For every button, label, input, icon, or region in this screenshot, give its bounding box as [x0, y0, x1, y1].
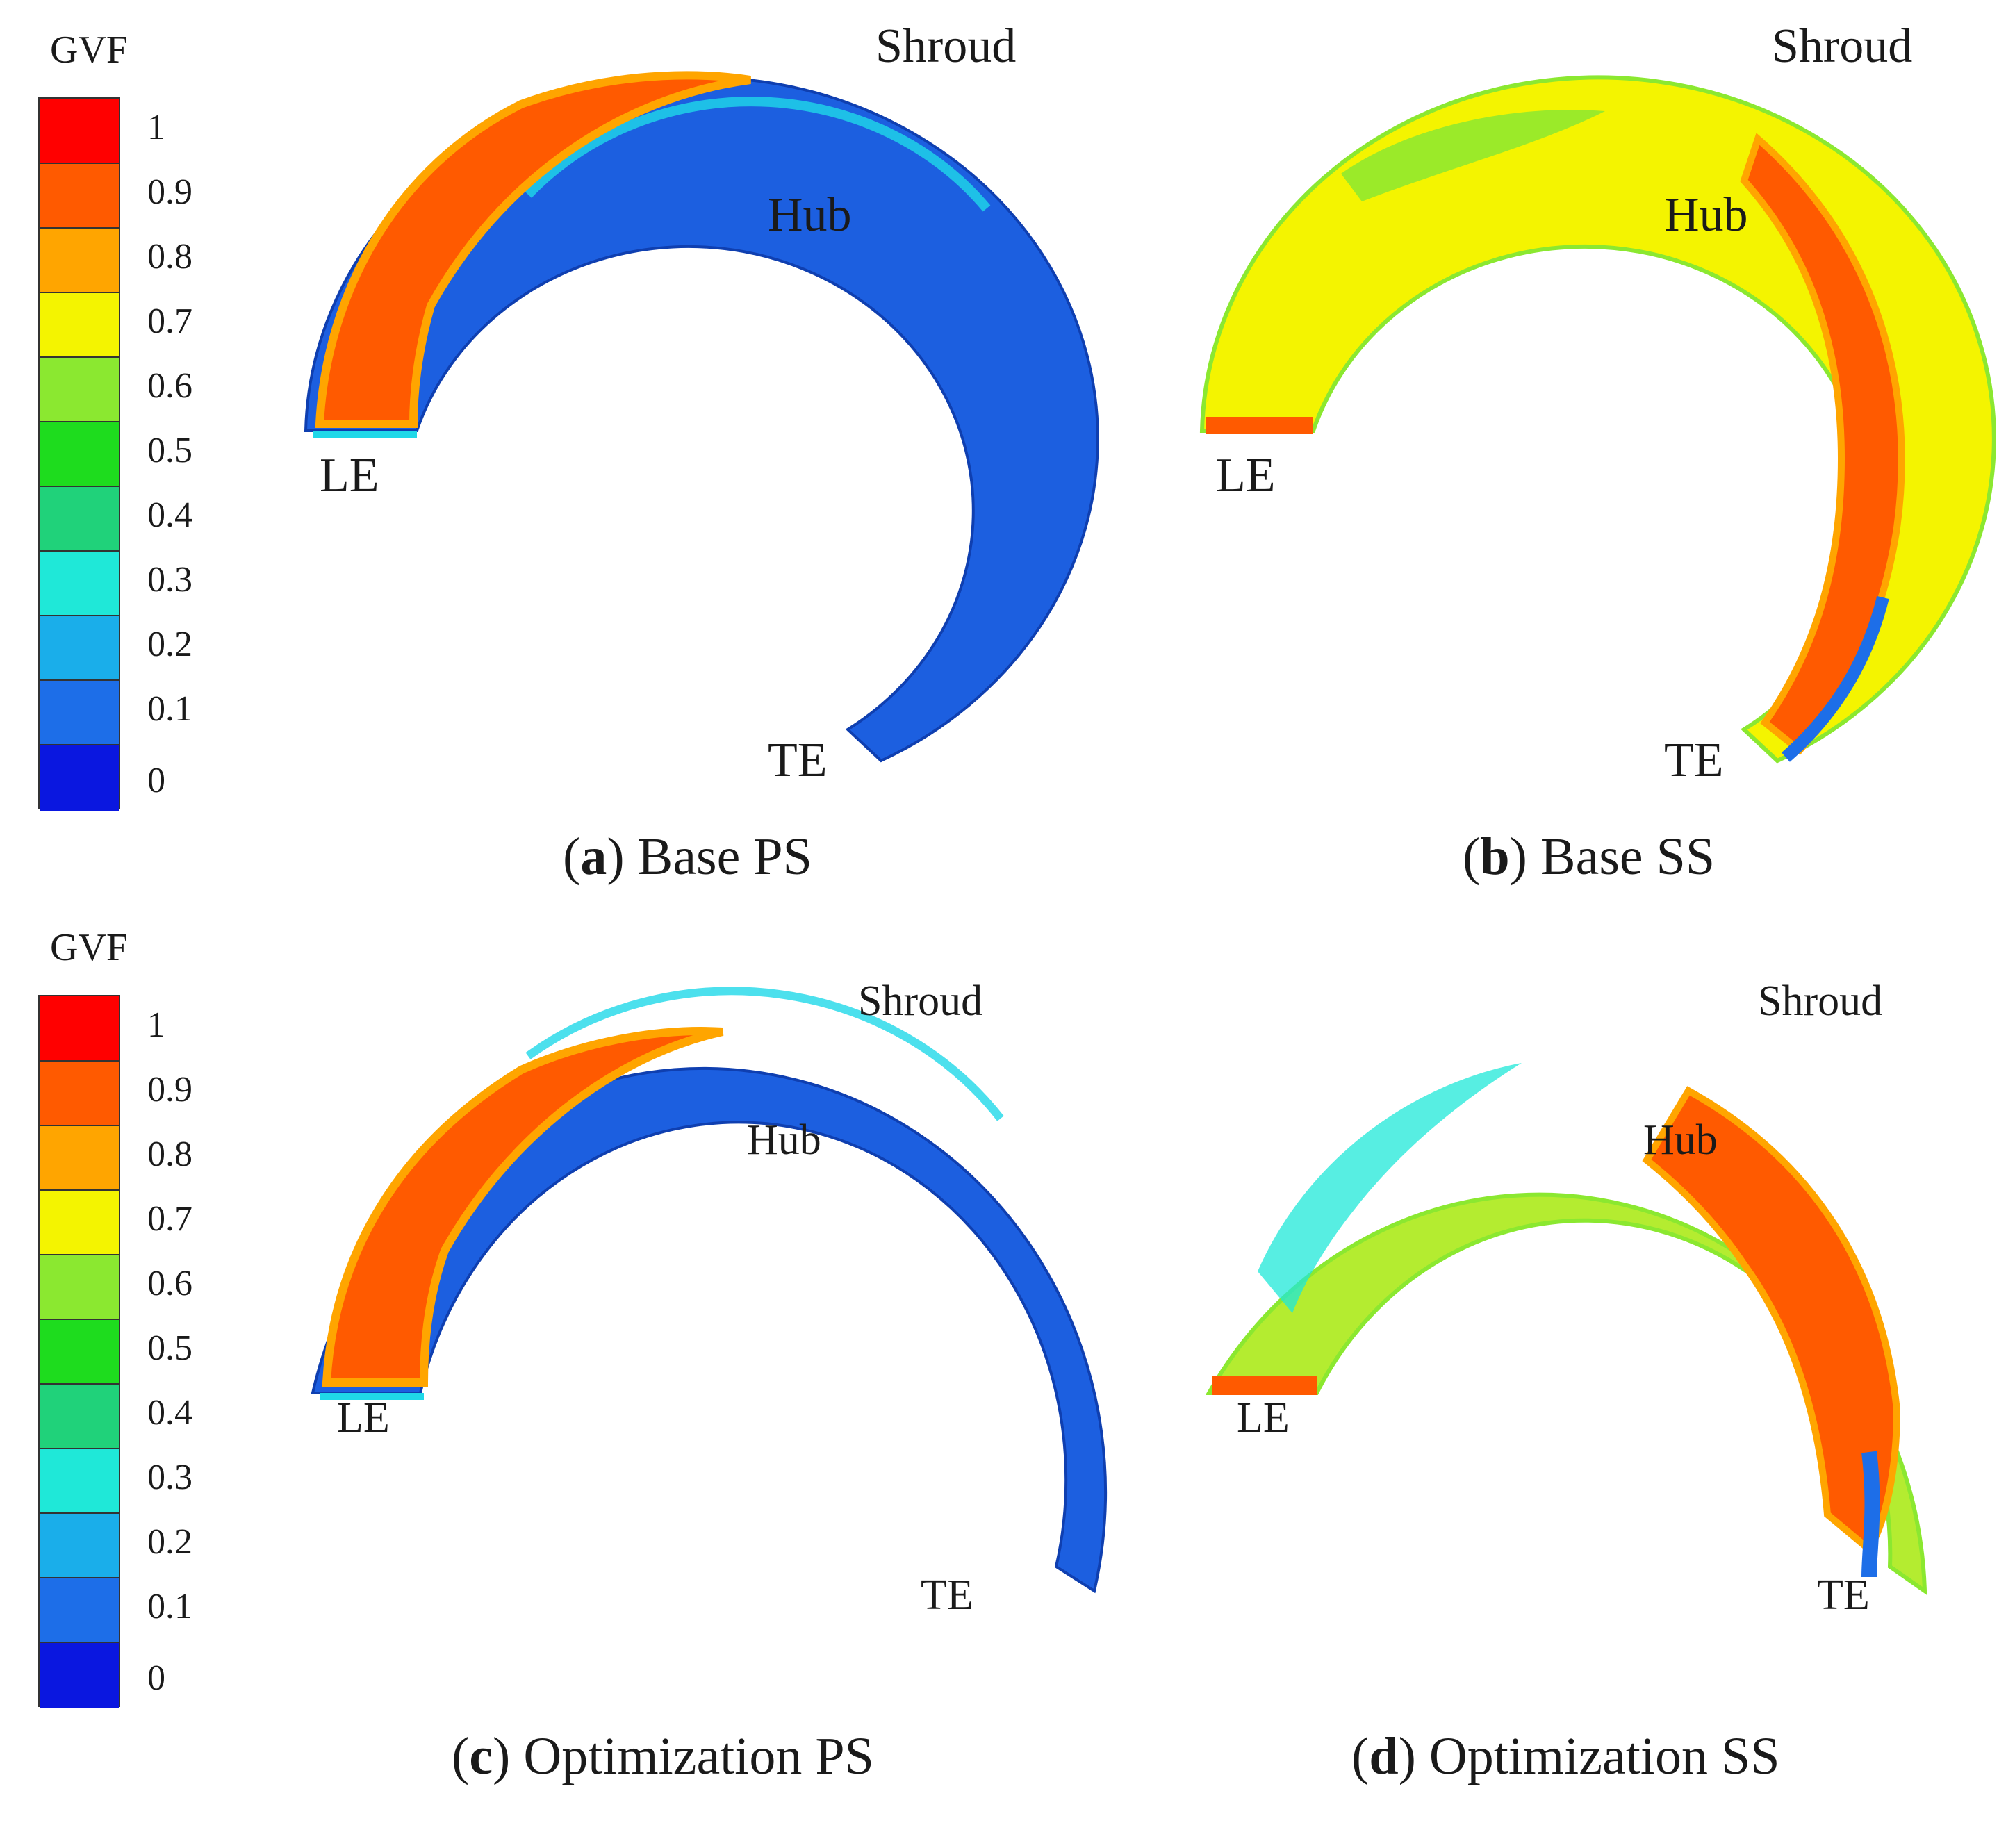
le-core [1212, 1376, 1317, 1395]
le-label: LE [337, 1394, 390, 1442]
tick-label: 1 [147, 1005, 165, 1045]
colorbar-segment [40, 1578, 119, 1643]
colorbar-segment [40, 745, 119, 811]
colorbar-segment [40, 422, 119, 487]
edge-band [1782, 595, 1889, 762]
colorbar-segment [40, 552, 119, 616]
colorbar [38, 995, 120, 1708]
blade-passage-base [1205, 1192, 1927, 1595]
shroud-label: Shroud [858, 977, 983, 1025]
tick-label: 0.8 [147, 237, 192, 277]
tick-label: 0.9 [147, 172, 192, 212]
tick-label: 0.6 [147, 1264, 192, 1303]
tick-label: 0.3 [147, 1458, 192, 1497]
le-label: LE [320, 449, 379, 502]
legend-title: GVF [50, 926, 129, 969]
te-label: TE [768, 734, 828, 787]
colorbar-segment [40, 1514, 119, 1578]
tick-label: 0.4 [147, 495, 192, 535]
caption-letter: a [580, 827, 607, 886]
shroud-label: Shroud [1772, 19, 1913, 73]
tick-label: 0.5 [147, 1328, 192, 1368]
colorbar-segment [40, 1643, 119, 1708]
caption-text: Optimization PS [510, 1727, 874, 1785]
accent-band [1258, 1063, 1522, 1313]
tick-label: 1 [147, 108, 165, 147]
panel-d-optimization-ss: Shroud Hub LE TE [1202, 980, 2015, 1848]
te-label: TE [921, 1571, 973, 1619]
caption-c: (c) Optimization PS [452, 1727, 874, 1785]
hub-label: Hub [1643, 1116, 1718, 1164]
panel-c-optimization-ps: Shroud Hub LE TE [306, 980, 1209, 1848]
tick-label: 0.7 [147, 1199, 192, 1239]
hub-label: Hub [768, 188, 852, 242]
colorbar-segment [40, 1191, 119, 1255]
hub-label: Hub [747, 1116, 821, 1164]
caption-letter: b [1480, 827, 1510, 886]
colorbar-segment [40, 293, 119, 358]
caption-letter: c [469, 1727, 493, 1785]
tick-label: 0.4 [147, 1393, 192, 1433]
tick-label: 0.3 [147, 560, 192, 600]
contour-plot [1199, 75, 1996, 764]
colorbar-segment [40, 1449, 119, 1514]
colorbar-segment [40, 487, 119, 552]
colorbar-segment [40, 99, 119, 164]
accent-band [524, 97, 991, 212]
tick-label: 0.8 [147, 1135, 192, 1174]
colorbar-segment [40, 229, 119, 293]
caption-a: (a) Base PS [563, 827, 812, 886]
accent-band [525, 987, 1004, 1121]
colorbar-segment [40, 996, 119, 1062]
caption-d: (d) Optimization SS [1351, 1727, 1780, 1785]
colorbar-segment [40, 1255, 119, 1320]
colorbar-segment [40, 1062, 119, 1126]
core-region [315, 71, 751, 428]
contour-plot [1205, 1063, 1927, 1595]
colorbar-segment [40, 164, 119, 229]
tick-label: 0.2 [147, 625, 192, 664]
contour-plot [311, 987, 1108, 1594]
panel-b-base-ss: Shroud Hub LE TE [1188, 22, 2015, 896]
te-label: TE [1664, 734, 1724, 787]
legend-title: GVF [50, 28, 129, 72]
colorbar-segment [40, 1126, 119, 1191]
tick-label: 0 [147, 1658, 165, 1698]
tick-label: 0.9 [147, 1070, 192, 1109]
shroud-label: Shroud [875, 19, 1017, 73]
contour-plot [304, 71, 1099, 763]
caption-text: Base SS [1527, 827, 1716, 886]
colorbar-segment [40, 616, 119, 681]
colorbar-segment [40, 681, 119, 745]
le-label: LE [1237, 1394, 1290, 1442]
tick-label: 0.2 [147, 1522, 192, 1562]
le-core [1206, 417, 1313, 434]
core-region [322, 1027, 724, 1387]
caption-letter: d [1369, 1727, 1399, 1785]
edge-band [1861, 1451, 1880, 1578]
caption-text: Base PS [624, 827, 812, 886]
tick-label: 0.7 [147, 302, 192, 341]
tick-label: 0.1 [147, 689, 192, 729]
caption-b: (b) Base SS [1463, 827, 1716, 886]
panel-a-base-ps: Shroud Hub LE TE [292, 22, 1195, 896]
colorbar-segment [40, 358, 119, 422]
accent-band [1341, 110, 1605, 201]
gvf-legend-bottom: GVF 1 0.9 0.8 0.7 0.6 0.5 0.4 0.3 0.2 0.… [28, 925, 257, 1745]
gvf-legend-top: GVF 1 0.9 0.8 0.7 0.6 0.5 0.4 0.3 0.2 0.… [28, 28, 257, 848]
tick-label: 0.5 [147, 431, 192, 470]
le-label: LE [1216, 449, 1276, 502]
te-label: TE [1817, 1571, 1870, 1619]
shroud-label: Shroud [1758, 977, 1883, 1025]
tick-label: 0 [147, 761, 165, 800]
colorbar-segment [40, 1385, 119, 1449]
tick-label: 0.1 [147, 1587, 192, 1626]
caption-text: Optimization SS [1415, 1727, 1780, 1785]
colorbar [38, 97, 120, 811]
hub-label: Hub [1664, 188, 1748, 242]
colorbar-segment [40, 1320, 119, 1385]
tick-label: 0.6 [147, 366, 192, 406]
